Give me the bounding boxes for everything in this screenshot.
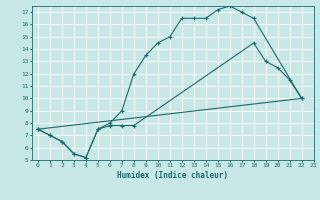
X-axis label: Humidex (Indice chaleur): Humidex (Indice chaleur): [117, 171, 228, 180]
